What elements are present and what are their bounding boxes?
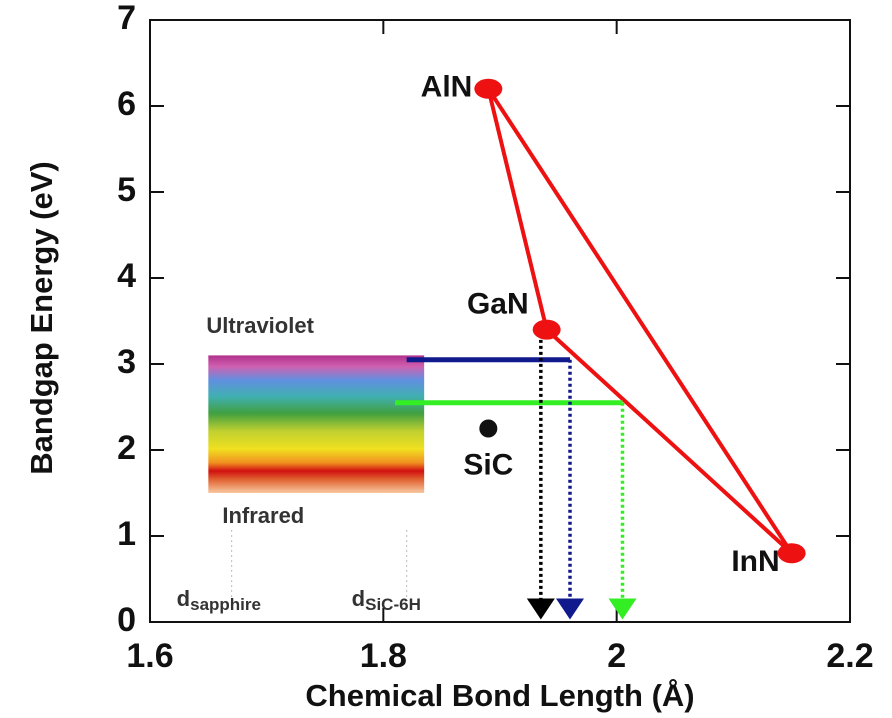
connector [486,88,549,331]
reference-subscript: sapphire [190,595,261,614]
reference-symbol: d [177,586,190,611]
x-tick-label: 2 [607,637,626,675]
reference-subscript: SiC-6H [365,595,421,614]
connector [545,328,794,555]
y-tick-label: 5 [117,171,136,209]
spectrum-top-label: Ultraviolet [206,313,314,338]
plot-frame [149,19,851,623]
point [532,319,561,340]
point-label: GaN [467,288,529,321]
y-tick-label: 4 [117,257,136,295]
reference-label: dSiC-6H [352,586,421,615]
point [777,543,806,564]
y-tick-label: 1 [117,515,136,553]
x-tick-label: 1.8 [360,637,407,675]
y-tick-label: 2 [117,429,136,467]
y-axis-title: Bandgap Energy (eV) [24,161,59,475]
x-tick-label: 2.2 [826,637,873,675]
x-axis-title: Chemical Bond Length (Å) [305,678,694,713]
point [474,78,503,99]
connector [486,87,794,555]
point-label: AlN [421,71,473,104]
spectrum-bottom-label: Infrared [222,503,304,528]
y-tick-label: 3 [117,343,136,381]
y-tick-label: 7 [117,0,136,37]
point-label: SiC [463,448,513,481]
x-tick-label: 1.6 [126,637,173,675]
y-tick-label: 0 [117,601,136,639]
reference-symbol: d [352,586,365,611]
spectrum-band [208,355,425,493]
y-tick-label: 6 [117,85,136,123]
point [479,419,498,438]
point-label: InN [731,545,779,578]
reference-label: dsapphire [177,586,261,615]
